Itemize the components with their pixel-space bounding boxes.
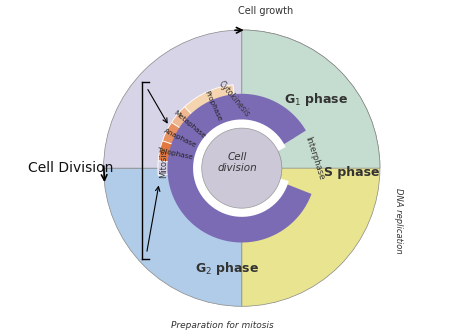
Wedge shape (184, 85, 236, 129)
Text: Prophase: Prophase (204, 89, 223, 122)
Text: Telophase: Telophase (156, 147, 193, 161)
Text: S phase: S phase (324, 166, 379, 179)
Circle shape (202, 128, 282, 208)
Wedge shape (163, 123, 197, 151)
Text: Interphase: Interphase (303, 136, 326, 182)
Text: Preparation for mitosis: Preparation for mitosis (171, 321, 274, 330)
Wedge shape (242, 30, 380, 306)
Text: DNA replication: DNA replication (394, 188, 403, 253)
Text: Cell Division: Cell Division (27, 161, 113, 175)
Text: Metaphase: Metaphase (172, 109, 206, 139)
Text: Anaphase: Anaphase (163, 127, 198, 149)
Text: Cell growth: Cell growth (238, 6, 293, 16)
Wedge shape (172, 107, 205, 139)
Wedge shape (158, 141, 191, 163)
Wedge shape (158, 161, 189, 175)
Wedge shape (104, 30, 242, 168)
Text: G$_2$ phase: G$_2$ phase (195, 260, 260, 277)
Text: Cytokinesis: Cytokinesis (217, 79, 252, 118)
Text: Cell
division: Cell division (217, 152, 257, 173)
Circle shape (202, 128, 282, 208)
Text: Mitosis: Mitosis (159, 149, 168, 178)
Wedge shape (104, 168, 242, 306)
Wedge shape (242, 30, 380, 168)
Circle shape (213, 139, 270, 197)
Text: G$_1$ phase: G$_1$ phase (284, 91, 348, 108)
